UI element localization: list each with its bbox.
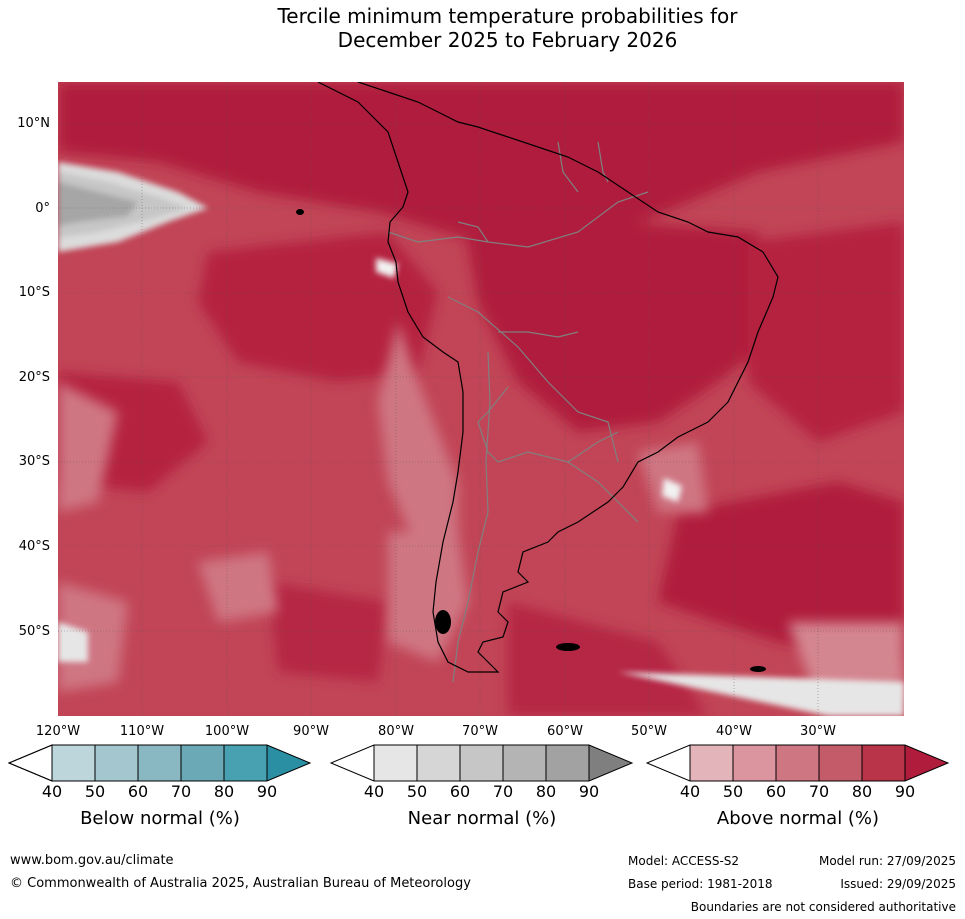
lon-label-120w: 120°W bbox=[35, 724, 81, 739]
above-swatch-40-50 bbox=[690, 745, 733, 781]
bom-url-link[interactable]: www.bom.gov.au/climate bbox=[10, 853, 174, 868]
country-borders bbox=[387, 141, 649, 683]
near-normal-label: Near normal (%) bbox=[407, 808, 557, 829]
lat-label-30s: 30°S bbox=[18, 454, 50, 469]
base-period: Base period: 1981-2018 bbox=[628, 877, 773, 891]
lon-label-70w: 70°W bbox=[462, 724, 498, 739]
copyright-notice: © Commonwealth of Australia 2025, Austra… bbox=[10, 876, 471, 891]
above-swatch-80-90 bbox=[862, 745, 905, 781]
tick-label: 70 bbox=[170, 782, 192, 801]
below-swatch-80-90 bbox=[224, 745, 267, 781]
tick-label: 90 bbox=[578, 782, 600, 801]
above-swatch-70-80 bbox=[819, 745, 862, 781]
lat-label-50s: 50°S bbox=[18, 624, 50, 639]
below-swatch-70-80 bbox=[181, 745, 224, 781]
tick-label: 90 bbox=[256, 782, 278, 801]
high-probability-areas bbox=[58, 82, 904, 716]
above-normal-label: Above normal (%) bbox=[716, 808, 880, 829]
boundaries-disclaimer: Boundaries are not considered authoritat… bbox=[690, 900, 956, 914]
near-swatch-50-60 bbox=[417, 745, 460, 781]
tick-label: 50 bbox=[84, 782, 106, 801]
near-lower-arrow bbox=[331, 745, 374, 781]
lon-label-30w: 30°W bbox=[800, 724, 836, 739]
tick-label: 40 bbox=[363, 782, 385, 801]
islands bbox=[296, 209, 766, 672]
lat-label-10s: 10°S bbox=[18, 285, 50, 300]
lon-label-80w: 80°W bbox=[378, 724, 414, 739]
below-swatch-60-70 bbox=[138, 745, 181, 781]
issued-date: Issued: 29/09/2025 bbox=[840, 877, 956, 891]
below-normal-label: Below normal (%) bbox=[80, 808, 240, 829]
tick-label: 50 bbox=[406, 782, 428, 801]
below-swatch-50-60 bbox=[95, 745, 138, 781]
below-swatch-40-50 bbox=[52, 745, 95, 781]
below-lower-arrow bbox=[8, 744, 53, 782]
near-normal-area bbox=[58, 162, 904, 716]
lat-label-20s: 20°S bbox=[18, 370, 50, 385]
above-normal-colorbar bbox=[646, 744, 950, 782]
tick-label: 40 bbox=[679, 782, 701, 801]
near-swatch-60-70 bbox=[460, 745, 503, 781]
model-name: Model: ACCESS-S2 bbox=[628, 854, 740, 868]
graticule bbox=[58, 82, 904, 716]
above-upper-arrow bbox=[905, 745, 948, 781]
tick-label: 60 bbox=[765, 782, 787, 801]
near-swatch-80-90 bbox=[546, 745, 589, 781]
title-line-2: December 2025 to February 2026 bbox=[337, 28, 678, 52]
tick-label: 80 bbox=[535, 782, 557, 801]
lat-label-0: 0° bbox=[35, 201, 50, 216]
near-swatch-70-80 bbox=[503, 745, 546, 781]
lat-label-10n: 10°N bbox=[17, 116, 50, 131]
tick-label: 80 bbox=[851, 782, 873, 801]
tick-label: 60 bbox=[449, 782, 471, 801]
tick-label: 90 bbox=[894, 782, 916, 801]
lon-label-50w: 50°W bbox=[631, 724, 667, 739]
lon-label-100w: 100°W bbox=[204, 724, 250, 739]
tick-label: 70 bbox=[492, 782, 514, 801]
tick-label: 50 bbox=[722, 782, 744, 801]
lat-label-40s: 40°S bbox=[18, 539, 50, 554]
above-swatch-50-60 bbox=[733, 745, 776, 781]
tick-label: 60 bbox=[127, 782, 149, 801]
coastline bbox=[317, 82, 779, 673]
lon-label-40w: 40°W bbox=[716, 724, 752, 739]
tick-label: 70 bbox=[808, 782, 830, 801]
model-run-date: Model run: 27/09/2025 bbox=[818, 854, 956, 868]
probability-map[interactable] bbox=[58, 82, 904, 716]
chart-title: Tercile minimum temperature probabilitie… bbox=[0, 4, 965, 52]
near-upper-arrow bbox=[589, 745, 632, 781]
below-normal-colorbar bbox=[8, 744, 312, 782]
tick-label: 40 bbox=[41, 782, 63, 801]
tick-label: 80 bbox=[213, 782, 235, 801]
above-swatch-60-70 bbox=[776, 745, 819, 781]
above-lower-arrow bbox=[647, 745, 690, 781]
lon-label-90w: 90°W bbox=[293, 724, 329, 739]
lon-label-110w: 110°W bbox=[119, 724, 165, 739]
near-normal-colorbar bbox=[330, 744, 634, 782]
lon-label-60w: 60°W bbox=[547, 724, 583, 739]
below-upper-arrow bbox=[267, 745, 310, 781]
title-line-1: Tercile minimum temperature probabilitie… bbox=[277, 4, 738, 28]
near-swatch-40-50 bbox=[374, 745, 417, 781]
